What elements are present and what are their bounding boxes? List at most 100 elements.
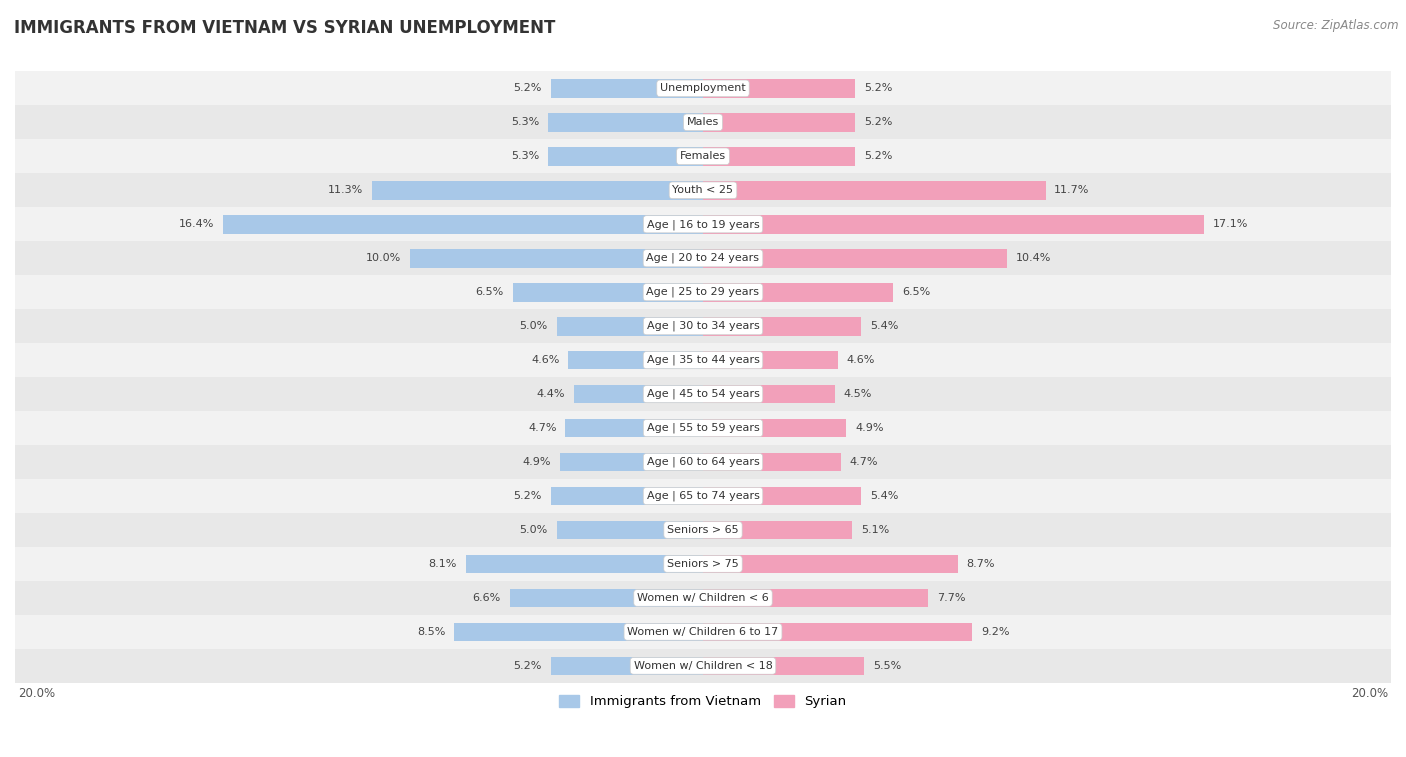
Text: Youth < 25: Youth < 25 [672, 185, 734, 195]
Bar [15, 513, 1391, 547]
Text: 6.5%: 6.5% [903, 287, 931, 298]
Bar [557, 521, 703, 539]
Text: Males: Males [688, 117, 718, 127]
Bar [703, 317, 860, 335]
Text: Women w/ Children < 6: Women w/ Children < 6 [637, 593, 769, 603]
Text: 5.0%: 5.0% [520, 321, 548, 331]
Text: 4.4%: 4.4% [537, 389, 565, 399]
Bar [15, 207, 1391, 241]
Text: 9.2%: 9.2% [981, 627, 1010, 637]
Text: 5.2%: 5.2% [865, 83, 893, 93]
Text: Age | 25 to 29 years: Age | 25 to 29 years [647, 287, 759, 298]
Text: 8.1%: 8.1% [429, 559, 457, 569]
Bar [15, 241, 1391, 276]
Bar [513, 283, 703, 301]
Text: 4.7%: 4.7% [849, 457, 877, 467]
Bar [568, 350, 703, 369]
Text: 4.7%: 4.7% [529, 423, 557, 433]
Bar [510, 589, 703, 607]
Bar [703, 385, 835, 403]
Bar [703, 487, 860, 506]
Text: 5.2%: 5.2% [513, 491, 541, 501]
Bar [703, 589, 928, 607]
Text: 16.4%: 16.4% [179, 220, 214, 229]
Text: 6.6%: 6.6% [472, 593, 501, 603]
Text: 4.6%: 4.6% [531, 355, 560, 365]
Bar [15, 649, 1391, 683]
Text: Age | 16 to 19 years: Age | 16 to 19 years [647, 219, 759, 229]
Bar [551, 487, 703, 506]
Bar [703, 147, 855, 166]
Bar [15, 276, 1391, 309]
Text: Age | 30 to 34 years: Age | 30 to 34 years [647, 321, 759, 332]
Text: IMMIGRANTS FROM VIETNAM VS SYRIAN UNEMPLOYMENT: IMMIGRANTS FROM VIETNAM VS SYRIAN UNEMPL… [14, 19, 555, 37]
Bar [560, 453, 703, 472]
Text: 5.2%: 5.2% [865, 117, 893, 127]
Legend: Immigrants from Vietnam, Syrian: Immigrants from Vietnam, Syrian [554, 690, 852, 714]
Text: 11.3%: 11.3% [328, 185, 363, 195]
Text: 4.9%: 4.9% [522, 457, 551, 467]
Text: Age | 55 to 59 years: Age | 55 to 59 years [647, 423, 759, 433]
Bar [15, 411, 1391, 445]
Text: 7.7%: 7.7% [938, 593, 966, 603]
Text: 8.5%: 8.5% [418, 627, 446, 637]
Bar [411, 249, 703, 267]
Bar [703, 521, 852, 539]
Text: Seniors > 75: Seniors > 75 [666, 559, 740, 569]
Text: 5.5%: 5.5% [873, 661, 901, 671]
Text: 4.5%: 4.5% [844, 389, 872, 399]
Bar [454, 622, 703, 641]
Text: Females: Females [681, 151, 725, 161]
Bar [703, 283, 893, 301]
Bar [15, 71, 1391, 105]
Text: 5.2%: 5.2% [513, 83, 541, 93]
Text: Women w/ Children 6 to 17: Women w/ Children 6 to 17 [627, 627, 779, 637]
Bar [15, 479, 1391, 513]
Bar [703, 249, 1008, 267]
Bar [703, 215, 1204, 234]
Text: 20.0%: 20.0% [18, 687, 55, 700]
Bar [551, 79, 703, 98]
Bar [224, 215, 703, 234]
Bar [574, 385, 703, 403]
Bar [703, 453, 841, 472]
Bar [703, 350, 838, 369]
Bar [703, 656, 865, 675]
Bar [15, 173, 1391, 207]
Text: 20.0%: 20.0% [1351, 687, 1388, 700]
Text: 5.2%: 5.2% [513, 661, 541, 671]
Bar [15, 615, 1391, 649]
Text: 4.6%: 4.6% [846, 355, 875, 365]
Bar [15, 343, 1391, 377]
Bar [15, 547, 1391, 581]
Bar [703, 622, 973, 641]
Text: Age | 20 to 24 years: Age | 20 to 24 years [647, 253, 759, 263]
Bar [15, 105, 1391, 139]
Bar [703, 555, 957, 573]
Bar [551, 656, 703, 675]
Text: 10.0%: 10.0% [366, 254, 402, 263]
Bar [548, 113, 703, 132]
Bar [703, 419, 846, 438]
Text: 5.2%: 5.2% [865, 151, 893, 161]
Text: 17.1%: 17.1% [1212, 220, 1247, 229]
Bar [703, 181, 1046, 200]
Text: 10.4%: 10.4% [1017, 254, 1052, 263]
Text: 5.3%: 5.3% [510, 151, 538, 161]
Text: 5.1%: 5.1% [860, 525, 890, 535]
Bar [703, 113, 855, 132]
Bar [548, 147, 703, 166]
Text: 6.5%: 6.5% [475, 287, 503, 298]
Text: 4.9%: 4.9% [855, 423, 884, 433]
Bar [15, 581, 1391, 615]
Bar [703, 79, 855, 98]
Text: Women w/ Children < 18: Women w/ Children < 18 [634, 661, 772, 671]
Text: Seniors > 65: Seniors > 65 [668, 525, 738, 535]
Text: Age | 45 to 54 years: Age | 45 to 54 years [647, 389, 759, 400]
Text: 5.4%: 5.4% [870, 491, 898, 501]
Text: 5.0%: 5.0% [520, 525, 548, 535]
Text: Age | 60 to 64 years: Age | 60 to 64 years [647, 456, 759, 467]
Text: Unemployment: Unemployment [661, 83, 745, 93]
Text: Source: ZipAtlas.com: Source: ZipAtlas.com [1274, 19, 1399, 32]
Text: 8.7%: 8.7% [966, 559, 995, 569]
